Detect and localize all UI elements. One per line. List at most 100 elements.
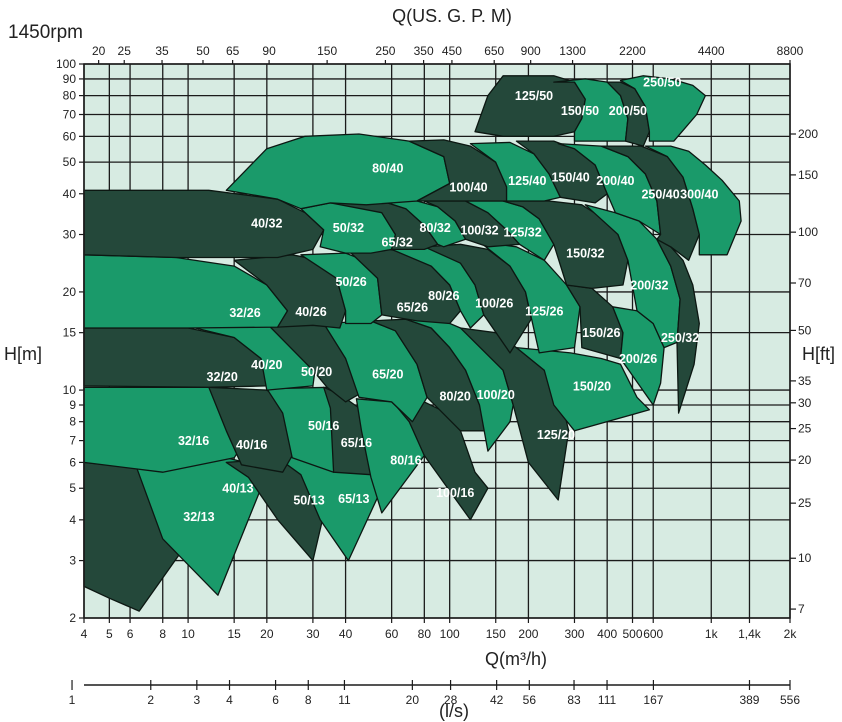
ls-tick-label: 42 (490, 693, 504, 707)
y-tick-label: 100 (56, 57, 76, 71)
ls-tick-label: 167 (643, 693, 663, 707)
right-tick-label: 35 (798, 374, 812, 388)
zone-label-250-40: 250/40 (641, 187, 679, 201)
right-tick-label: 200 (798, 127, 818, 141)
y-tick-label: 6 (69, 455, 76, 469)
right-tick-label: 25 (798, 422, 812, 436)
zone-label-200-32: 200/32 (630, 279, 668, 293)
zone-label-32-26: 32/26 (229, 306, 260, 320)
x-tick-label: 80 (418, 627, 432, 641)
pump-zone-150-50 (553, 78, 629, 142)
zone-label-300-40: 300/40 (680, 187, 718, 201)
y-tick-label: 20 (63, 285, 77, 299)
pump-zone-150-20 (515, 346, 651, 432)
y-tick-label: 50 (63, 155, 77, 169)
top-tick-label: 35 (155, 44, 169, 58)
zone-label-80-26: 80/26 (428, 289, 459, 303)
zone-label-200-26: 200/26 (619, 352, 657, 366)
zone-label-80-32: 80/32 (420, 221, 451, 235)
zone-label-40-13: 40/13 (222, 482, 253, 496)
top-tick-label: 350 (414, 44, 434, 58)
zone-label-50-13: 50/13 (293, 494, 324, 508)
zone-label-125-32: 125/32 (503, 226, 541, 240)
zone-label-40-20: 40/20 (251, 358, 282, 372)
y-tick-label: 4 (69, 513, 76, 527)
zone-label-150-26: 150/26 (582, 326, 620, 340)
y-tick-label: 8 (69, 415, 76, 429)
top-tick-label: 2200 (619, 44, 646, 58)
zone-label-100-16: 100/16 (436, 486, 474, 500)
zone-label-150-32: 150/32 (566, 247, 604, 261)
x-tick-label: 100 (440, 627, 460, 641)
pump-zone-300-40 (644, 145, 742, 256)
top-tick-label: 4400 (698, 44, 725, 58)
ls-tick-label: 28 (444, 693, 458, 707)
y-tick-label: 30 (63, 228, 77, 242)
x-tick-label: 15 (227, 627, 241, 641)
zone-label-200-40: 200/40 (596, 174, 634, 188)
ls-tick-label: 83 (567, 693, 581, 707)
x-tick-label: 150 (486, 627, 506, 641)
zone-label-32-20: 32/20 (207, 370, 238, 384)
right-axis-title: H[ft] (802, 344, 835, 364)
x-axis-title: Q(m³/h) (485, 649, 547, 669)
top-tick-label: 150 (317, 44, 337, 58)
top-axis-title: Q(US. G. P. M) (392, 6, 512, 26)
y-tick-label: 5 (69, 481, 76, 495)
x-tick-label: 1,4k (738, 627, 762, 641)
zone-label-100-26: 100/26 (475, 297, 513, 311)
top-tick-label: 25 (118, 44, 132, 58)
x-tick-label: 30 (306, 627, 320, 641)
right-tick-label: 7 (798, 602, 805, 616)
y-tick-label: 70 (63, 108, 77, 122)
zone-label-65-13: 65/13 (338, 492, 369, 506)
zone-label-40-16: 40/16 (236, 438, 267, 452)
ls-tick-label: 8 (305, 693, 312, 707)
zone-label-32-16: 32/16 (178, 434, 209, 448)
pump-zone-40-32 (83, 189, 325, 259)
ls-tick-label: 3 (193, 693, 200, 707)
y-tick-label: 90 (63, 72, 77, 86)
x-tick-label: 8 (159, 627, 166, 641)
x-tick-label: 20 (260, 627, 274, 641)
zone-label-40-26: 40/26 (295, 305, 326, 319)
ls-tick-label: 2 (147, 693, 154, 707)
y-tick-label: 60 (63, 129, 77, 143)
ls-tick-label: 556 (780, 693, 800, 707)
zone-label-100-32: 100/32 (460, 223, 498, 237)
top-tick-label: 20 (92, 44, 106, 58)
x-tick-label: 10 (181, 627, 195, 641)
y-tick-label: 80 (63, 89, 77, 103)
y-axis-title: H[m] (4, 344, 42, 364)
zone-label-50-32: 50/32 (333, 221, 364, 235)
y-tick-label: 10 (63, 383, 77, 397)
ls-tick-label: 20 (406, 693, 420, 707)
zone-label-250-32: 250/32 (661, 331, 699, 345)
pump-zones (83, 75, 742, 612)
x-tick-label: 6 (127, 627, 134, 641)
x-tick-label: 5 (106, 627, 113, 641)
zone-label-65-20: 65/20 (372, 368, 403, 382)
pump-zone-100-16 (390, 399, 489, 521)
zone-label-100-40: 100/40 (449, 180, 487, 194)
y-tick-label: 2 (69, 611, 76, 625)
pump-zone-labels: 32/13 40/13 50/13 65/13 32/16 40/16 50/1665/16… (178, 76, 719, 524)
ls-tick-label: 111 (598, 693, 617, 707)
zone-label-65-16: 65/16 (341, 436, 372, 450)
x-tick-label: 300 (564, 627, 584, 641)
x-tick-label: 400 (597, 627, 617, 641)
x-tick-label: 1k (705, 627, 719, 641)
x-tick-label: 2k (784, 627, 798, 641)
zone-label-80-40: 80/40 (372, 161, 403, 175)
right-tick-label: 100 (798, 225, 818, 239)
x-tick-label: 500 (622, 627, 642, 641)
ls-tick-label: 389 (739, 693, 759, 707)
y-tick-label: 15 (63, 326, 77, 340)
right-tick-label: 150 (798, 168, 818, 182)
right-tick-label: 10 (798, 551, 812, 565)
zone-label-125-40: 125/40 (508, 174, 546, 188)
pump-zone-125-26 (478, 241, 581, 354)
top-tick-label: 450 (442, 44, 462, 58)
top-tick-label: 250 (375, 44, 395, 58)
top-tick-label: 90 (262, 44, 276, 58)
